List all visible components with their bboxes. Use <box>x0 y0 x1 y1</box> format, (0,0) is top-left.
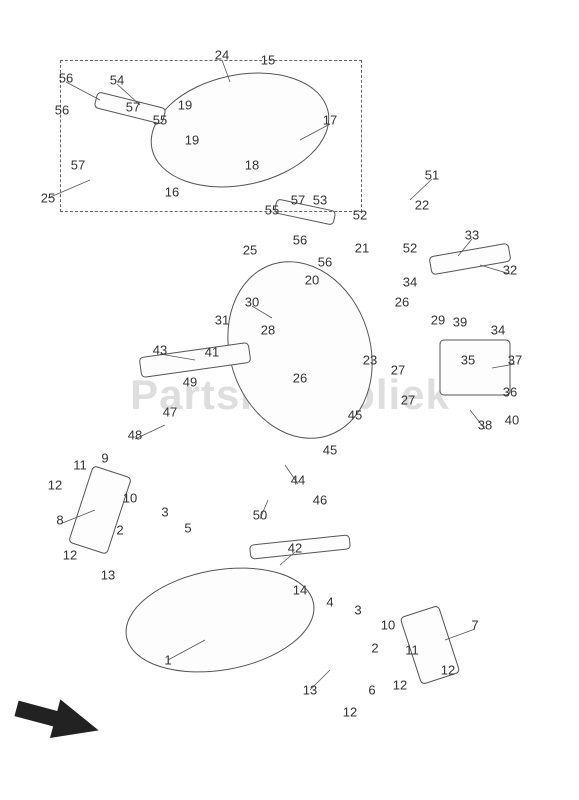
callout-1: 1 <box>164 653 171 668</box>
callout-52: 52 <box>403 241 417 256</box>
callout-12: 12 <box>343 705 357 720</box>
callout-2: 2 <box>116 523 123 538</box>
callout-56: 56 <box>293 233 307 248</box>
callout-54: 54 <box>110 73 124 88</box>
callout-14: 14 <box>293 583 307 598</box>
callout-26: 26 <box>395 295 409 310</box>
callout-51: 51 <box>425 168 439 183</box>
callout-3: 3 <box>354 603 361 618</box>
callout-47: 47 <box>163 405 177 420</box>
callout-27: 27 <box>391 363 405 378</box>
callout-35: 35 <box>461 353 475 368</box>
callout-37: 37 <box>508 353 522 368</box>
callout-5: 5 <box>184 521 191 536</box>
callout-12: 12 <box>48 478 62 493</box>
callout-36: 36 <box>503 385 517 400</box>
callout-12: 12 <box>393 678 407 693</box>
callout-19: 19 <box>178 98 192 113</box>
callout-33: 33 <box>465 228 479 243</box>
callout-16: 16 <box>165 185 179 200</box>
callout-38: 38 <box>478 418 492 433</box>
callout-23: 23 <box>363 353 377 368</box>
part-outlines <box>0 0 579 800</box>
callout-42: 42 <box>288 541 302 556</box>
callout-46: 46 <box>313 493 327 508</box>
callout-30: 30 <box>245 295 259 310</box>
callout-13: 13 <box>101 568 115 583</box>
callout-55: 55 <box>265 203 279 218</box>
callout-17: 17 <box>323 113 337 128</box>
callout-7: 7 <box>471 618 478 633</box>
callout-25: 25 <box>243 243 257 258</box>
callout-56: 56 <box>318 255 332 270</box>
direction-arrow <box>10 695 110 750</box>
callout-10: 10 <box>381 618 395 633</box>
callout-11: 11 <box>73 458 87 473</box>
callout-56: 56 <box>59 71 73 86</box>
callout-27: 27 <box>401 393 415 408</box>
callout-44: 44 <box>291 473 305 488</box>
callout-15: 15 <box>261 53 275 68</box>
callout-28: 28 <box>261 323 275 338</box>
callout-52: 52 <box>353 208 367 223</box>
callout-29: 29 <box>431 313 445 328</box>
callout-34: 34 <box>403 275 417 290</box>
callout-49: 49 <box>183 375 197 390</box>
callout-12: 12 <box>63 548 77 563</box>
callout-57: 57 <box>291 193 305 208</box>
callout-25: 25 <box>41 191 55 206</box>
callout-57: 57 <box>126 100 140 115</box>
callout-13: 13 <box>303 683 317 698</box>
callout-12: 12 <box>441 663 455 678</box>
callout-21: 21 <box>355 241 369 256</box>
callout-3: 3 <box>161 505 168 520</box>
callout-34: 34 <box>491 323 505 338</box>
callout-55: 55 <box>153 113 167 128</box>
callout-48: 48 <box>128 428 142 443</box>
callout-26: 26 <box>293 371 307 386</box>
dash-group-15 <box>60 60 362 212</box>
callout-45: 45 <box>323 443 337 458</box>
callout-41: 41 <box>205 345 219 360</box>
watermark-text: PartsRepubliek <box>130 371 450 419</box>
callout-43: 43 <box>153 343 167 358</box>
parts-diagram: PartsRepubliek 5654241556571955171957182… <box>0 0 579 800</box>
callout-20: 20 <box>305 273 319 288</box>
callout-53: 53 <box>313 193 327 208</box>
callout-56: 56 <box>55 103 69 118</box>
callout-39: 39 <box>453 315 467 330</box>
callout-8: 8 <box>56 513 63 528</box>
callout-10: 10 <box>123 491 137 506</box>
callout-9: 9 <box>101 451 108 466</box>
callout-57: 57 <box>71 158 85 173</box>
callout-31: 31 <box>215 313 229 328</box>
callout-2: 2 <box>371 641 378 656</box>
callout-40: 40 <box>505 413 519 428</box>
callout-4: 4 <box>326 595 333 610</box>
callout-18: 18 <box>245 158 259 173</box>
callout-24: 24 <box>215 48 229 63</box>
callout-19: 19 <box>185 133 199 148</box>
callout-6: 6 <box>368 683 375 698</box>
callout-32: 32 <box>503 263 517 278</box>
callout-45: 45 <box>348 408 362 423</box>
callout-11: 11 <box>405 643 419 658</box>
callout-22: 22 <box>415 198 429 213</box>
callout-50: 50 <box>253 508 267 523</box>
